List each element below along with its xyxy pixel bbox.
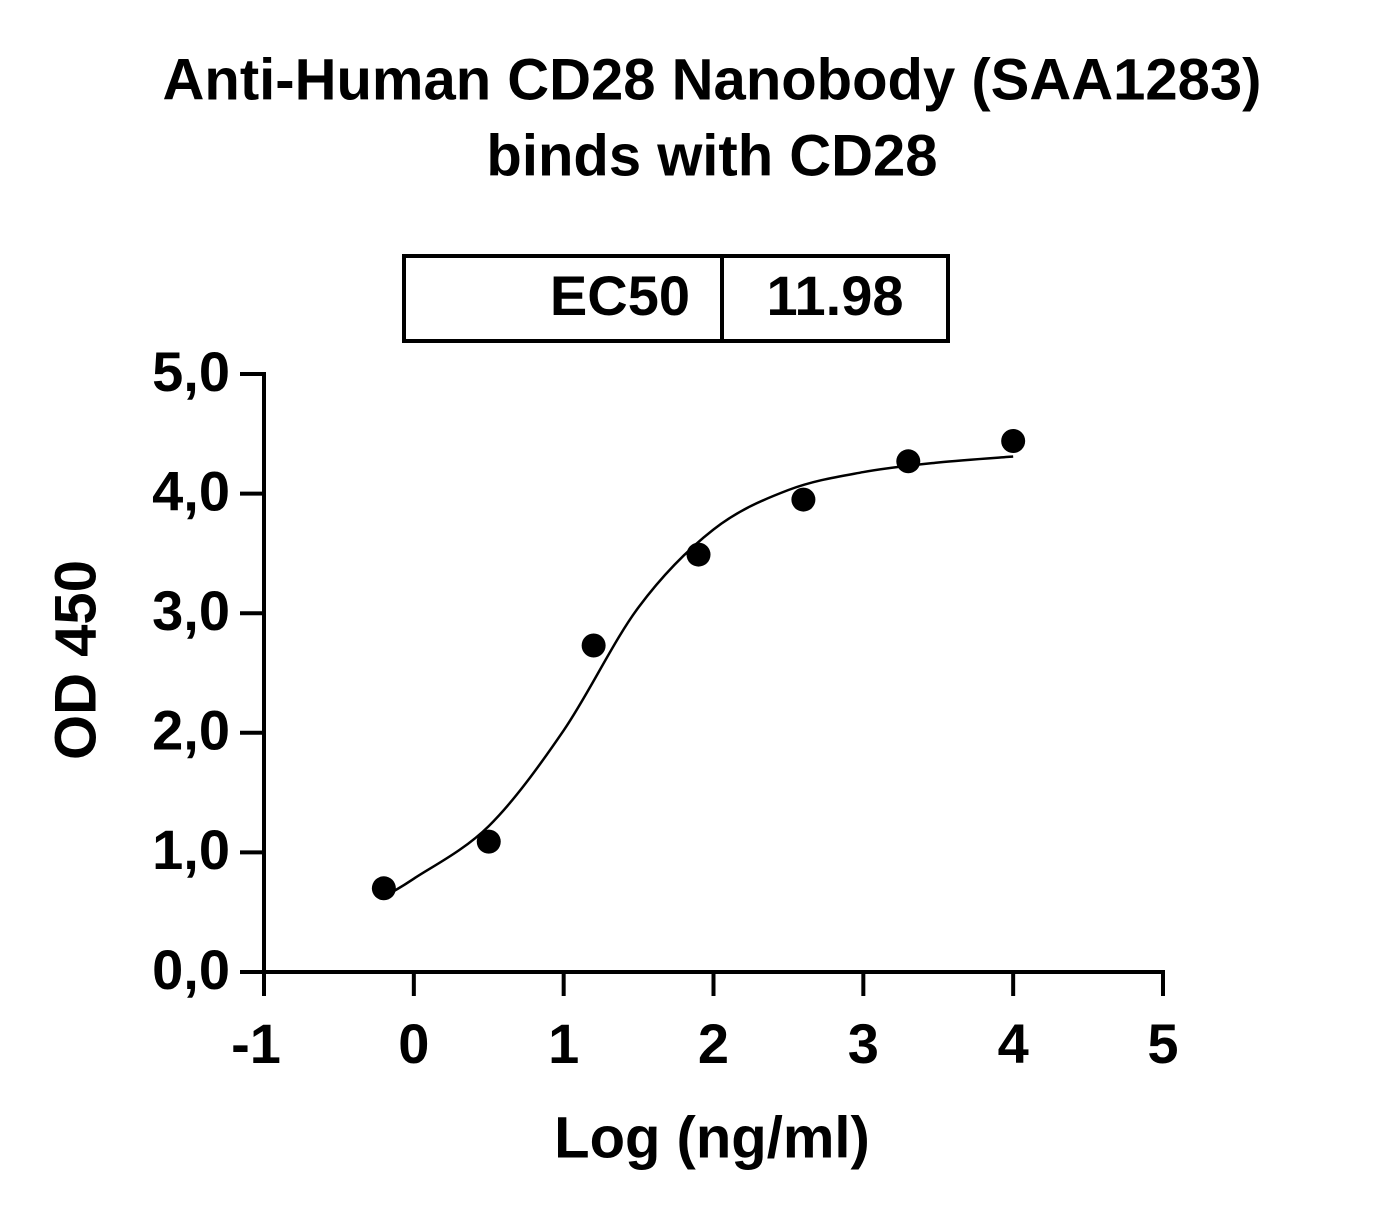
y-tick-label: 1,0 <box>152 818 230 881</box>
chart-title: Anti-Human CD28 Nanobody (SAA1283) <box>163 47 1262 112</box>
ec50-box <box>402 254 950 343</box>
y-tick-label: 2,0 <box>152 699 230 762</box>
data-point <box>476 829 501 854</box>
x-tick-label: 0 <box>398 1012 429 1075</box>
x-tick-label: -1 <box>231 1012 281 1075</box>
ec50-value: 11.98 <box>766 264 903 327</box>
fit-curve <box>383 455 1014 898</box>
y-tick-label: 0,0 <box>152 938 230 1001</box>
y-tick-label: 3,0 <box>152 579 230 642</box>
chart-title: binds with CD28 <box>486 123 937 188</box>
y-tick-label: 4,0 <box>152 459 230 522</box>
ec50-label: EC50 <box>550 264 690 327</box>
data-point <box>371 876 396 901</box>
data-point <box>1001 428 1026 453</box>
data-point <box>791 487 816 512</box>
data-point <box>686 542 711 567</box>
x-tick-label: 3 <box>848 1012 879 1075</box>
y-tick-label: 5,0 <box>152 340 230 403</box>
x-tick-label: 1 <box>548 1012 579 1075</box>
data-point <box>581 633 606 658</box>
x-axis-label: Log (ng/ml) <box>554 1105 870 1170</box>
x-tick-label: 4 <box>998 1012 1029 1075</box>
y-axis-label: OD 450 <box>43 560 108 760</box>
x-tick-label: 5 <box>1147 1012 1178 1075</box>
x-tick-label: 2 <box>698 1012 729 1075</box>
data-point <box>896 449 921 474</box>
